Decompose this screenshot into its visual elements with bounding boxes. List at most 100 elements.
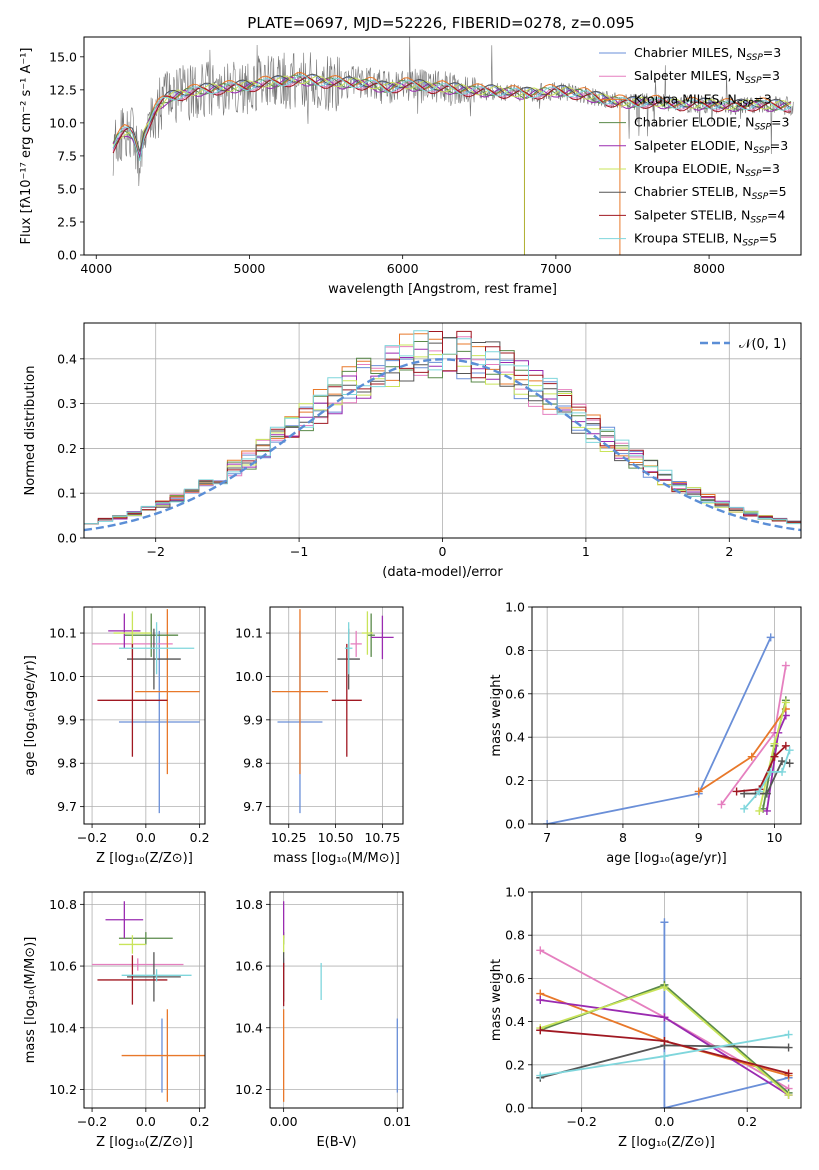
x-tick-label: 4000 — [80, 261, 112, 276]
mass_vs_EBV-plot-area — [282, 901, 398, 1102]
model-line-kroupa_stelib — [112, 74, 792, 162]
residuals-chart: −2 −1 0 1 2 0.0 0.1 0.2 0.3 0.4 (data-model)/error… — [23, 322, 802, 580]
legend-value: =5 — [759, 231, 777, 246]
weight-marker-chabrier_stelib — [784, 1043, 793, 1052]
x-tick-label: 5000 — [234, 261, 266, 276]
legend-subscript: SSP — [745, 169, 762, 179]
y-tick-label: 0.4 — [505, 730, 525, 745]
weight-marker-salpeter_miles — [781, 661, 790, 670]
legend-value: =3 — [771, 115, 789, 130]
weight-marker-kroupa_stelib — [740, 804, 749, 813]
y-tick-label: 10.8 — [235, 897, 263, 912]
y-tick-label: 9.9 — [57, 712, 77, 727]
y-tick-label: 10.2 — [49, 1082, 77, 1097]
axes-frame — [269, 891, 404, 1109]
x-tick-label: 6000 — [387, 261, 419, 276]
y-tick-label: 9.7 — [57, 799, 77, 814]
legend-entry: Chabrier MILES, NSSP=3 — [634, 45, 781, 63]
weight-marker-salpeter_elodie — [762, 806, 771, 815]
weight-marker-kroupa_stelib — [766, 767, 775, 776]
x-axis-label: wavelength [Angstrom, rest frame] — [328, 282, 557, 297]
x-axis-label: mass [log₁₀(M/M⊙)] — [273, 851, 400, 866]
x-tick-label: 10.50 — [318, 830, 354, 845]
axes-frame — [83, 606, 206, 825]
figure-title: PLATE=0697, MJD=52226, FIBERID=0278, z=0… — [247, 14, 634, 32]
weight-marker-kroupa_elodie — [755, 806, 764, 815]
weight-marker-kroupa_stelib — [778, 767, 787, 776]
x-tick-label: 9 — [695, 830, 703, 845]
y-tick-label: 0.2 — [505, 773, 525, 788]
weight-marker-salpeter_elodie — [781, 711, 790, 720]
y-tick-label: 10.0 — [235, 669, 263, 684]
weight-line-salpeter_stelib — [736, 745, 787, 793]
y-tick-label: 0.8 — [505, 928, 525, 943]
x-tick-label: 0.2 — [190, 1114, 210, 1129]
y-tick-label: 12.5 — [49, 82, 77, 97]
weight_vs_Z-chart: −0.2 0.0 0.2 0.0 0.2 0.4 0.6 0.8 1.0 Z [log₁₀(Z/Z… — [489, 885, 802, 1150]
x-tick-label: −0.2 — [77, 830, 107, 845]
y-tick-label: 10.6 — [49, 959, 77, 974]
weight-marker-kroupa_elodie — [781, 698, 790, 707]
x-tick-label: 7 — [543, 830, 551, 845]
weight-marker-chabrier_miles — [543, 820, 552, 824]
axes-frame — [269, 606, 404, 825]
y-tick-label: 1.0 — [505, 885, 525, 900]
age_vs_mass-plot-area — [271, 609, 394, 814]
axes-frame — [83, 891, 206, 1109]
model-line-salpeter_stelib — [112, 77, 792, 161]
weight_vs_Z-plot-area — [536, 918, 793, 1108]
x-tick-label: 10.75 — [364, 830, 400, 845]
x-tick-label: −2 — [146, 544, 164, 559]
weight-marker-chabrier_stelib — [762, 789, 771, 798]
x-axis-label: age [log₁₀(age/yr)] — [606, 851, 727, 866]
weight-marker-chabrier_stelib — [785, 759, 794, 768]
y-tick-label: 9.8 — [243, 756, 263, 771]
legend-entry: Kroupa ELODIE, NSSP=3 — [634, 161, 780, 179]
y-tick-label: 9.9 — [243, 712, 263, 727]
axes-frame — [531, 606, 802, 825]
weight-marker-kroupa_elodie — [660, 983, 669, 992]
legend-subscript: SSP — [753, 146, 770, 156]
y-tick-label: 0.6 — [505, 686, 525, 701]
y-tick-label: 10.6 — [235, 959, 263, 974]
weight-marker-salpeter_stelib — [660, 1037, 669, 1046]
x-axis-label: Z [log₁₀(Z/Z⊙)] — [96, 851, 193, 866]
weight-marker-salpeter_stelib — [732, 787, 741, 796]
age_vs_mass-chart: 10.25 10.50 10.75 9.7 9.8 9.9 10.0 10.1 mass [lo… — [235, 606, 404, 866]
y-tick-label: 0.4 — [505, 1014, 525, 1029]
y-axis-label: age [log₁₀(age/yr)] — [23, 655, 38, 776]
legend-value: =5 — [768, 184, 786, 199]
y-tick-label: 10.1 — [235, 626, 263, 641]
y-tick-label: 1.0 — [505, 600, 525, 615]
axes-frame — [83, 322, 802, 539]
mass_vs_EBV-chart: 0.00 0.01 10.2 10.4 10.6 10.8 E(B-V) — [235, 891, 411, 1150]
x-tick-label: 7000 — [540, 261, 572, 276]
legend-subscript: SSP — [750, 215, 767, 225]
x-tick-label: −0.2 — [77, 1114, 107, 1129]
legend-entry: Chabrier STELIB, NSSP=5 — [634, 184, 787, 202]
legend-entry: Salpeter MILES, NSSP=3 — [634, 68, 780, 86]
y-tick-label: 0.0 — [57, 531, 77, 546]
age_vs_Z-plot-area — [92, 609, 200, 814]
x-tick-label: −1 — [290, 544, 308, 559]
y-tick-label: 10.2 — [235, 1082, 263, 1097]
weight-marker-kroupa_miles — [747, 752, 756, 761]
y-tick-label: 0.8 — [505, 643, 525, 658]
weight-marker-chabrier_miles — [660, 1104, 669, 1108]
spectrum-plot-area — [112, 37, 794, 255]
legend-value: =3 — [762, 68, 780, 83]
legend-subscript: SSP — [745, 76, 762, 86]
x-tick-label: 0.0 — [136, 1114, 156, 1129]
y-tick-label: 0.0 — [505, 1101, 525, 1116]
spectrum-chart: 4000 5000 6000 7000 8000 0.0 2.5 5.0 7.5 10.0 12.5… — [19, 36, 802, 297]
weight-marker-kroupa_stelib — [784, 1030, 793, 1039]
x-tick-label: 8000 — [693, 261, 725, 276]
legend-value: =3 — [753, 91, 771, 106]
weight-marker-salpeter_stelib — [770, 752, 779, 761]
y-tick-label: 10.8 — [49, 897, 77, 912]
y-axis-label: Flux [fλ10⁻¹⁷ erg cm⁻² s⁻¹ A⁻¹] — [19, 48, 34, 245]
x-tick-label: 1 — [582, 544, 590, 559]
weight-marker-salpeter_stelib — [536, 1026, 545, 1035]
age_vs_Z-chart: −0.2 0.0 0.2 9.7 9.8 9.9 10.0 10.1 Z [log₁₀(Z/Z⊙… — [23, 606, 210, 866]
